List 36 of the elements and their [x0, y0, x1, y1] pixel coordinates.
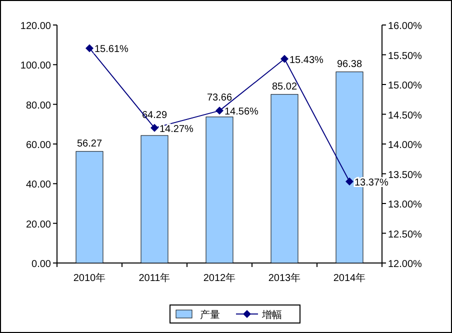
- y2-tick-label: 15.50%: [388, 50, 422, 62]
- y-tick-label: 0.00: [32, 259, 52, 270]
- y-tick-label: 60.00: [26, 140, 52, 151]
- y-tick-label: 120.00: [20, 21, 52, 32]
- y2-tick-label: 16.00%: [388, 21, 422, 32]
- point: [280, 54, 288, 63]
- y2-tick-label: 13.00%: [388, 200, 422, 210]
- data-label: 56.27: [76, 138, 102, 150]
- point: [86, 44, 94, 52]
- y-tick-label: 20.00: [26, 219, 52, 230]
- data-label: 14.56%: [224, 106, 259, 118]
- data-label: 85.02: [272, 81, 298, 92]
- x-tick-label: 2011年: [138, 272, 170, 284]
- y2-tick-label: 14.00%: [388, 140, 422, 151]
- y2-tick-label: 12.00%: [388, 259, 422, 270]
- y-tick-label: 40.00: [26, 180, 52, 191]
- x-tick-label: 2013年: [268, 272, 301, 284]
- y-tick-label: 100.00: [20, 60, 52, 72]
- data-label: 73.66: [206, 92, 232, 104]
- data-label: 15.61%: [94, 44, 129, 56]
- y2-tick-label: 13.50%: [388, 170, 422, 181]
- point: [150, 124, 158, 132]
- y2-tick-label: 14.50%: [388, 110, 422, 122]
- data-label: 14.27%: [160, 124, 194, 135]
- data-label: 15.43%: [290, 54, 324, 66]
- point: [346, 177, 354, 186]
- point: [216, 106, 224, 115]
- x-tick-label: 2012年: [203, 272, 236, 284]
- x-tick-label: 2010年: [73, 272, 106, 284]
- y-tick-label: 80.00: [26, 100, 52, 112]
- x-tick-label: 2014年: [333, 272, 366, 284]
- data-label: 96.38: [336, 58, 362, 70]
- legend-label: 增幅: [261, 309, 282, 321]
- legend-label: 产量: [200, 309, 220, 321]
- y2-tick-label: 12.50%: [388, 229, 422, 240]
- y2-tick-label: 15.00%: [388, 80, 422, 92]
